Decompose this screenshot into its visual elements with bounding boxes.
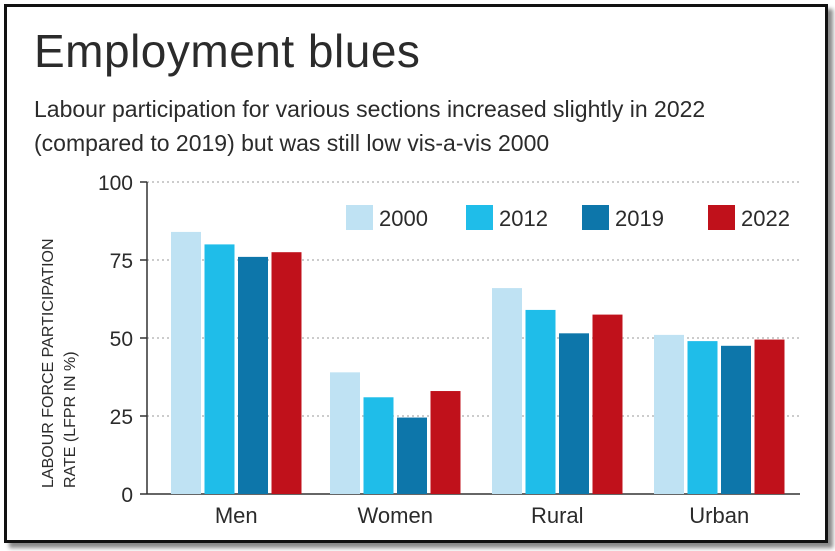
bar-urban-2000 bbox=[654, 334, 684, 494]
x-category-label: Urban bbox=[689, 503, 749, 528]
x-category-label: Women bbox=[358, 503, 433, 528]
bar-rural-2012 bbox=[525, 309, 556, 494]
legend-label-2022: 2022 bbox=[741, 206, 790, 231]
chart-subtitle: Labour participation for various section… bbox=[34, 96, 706, 156]
legend-label-2000: 2000 bbox=[379, 206, 428, 231]
y-tick-label: 0 bbox=[121, 484, 133, 507]
legend-swatch-2022 bbox=[708, 205, 735, 230]
x-category-label: Rural bbox=[531, 503, 584, 528]
bar-men-2022 bbox=[271, 252, 302, 494]
y-tick-label: 50 bbox=[110, 328, 133, 351]
bar-rural-2022 bbox=[592, 314, 623, 494]
bar-men-2019 bbox=[238, 256, 268, 494]
bar-women-2022 bbox=[430, 391, 461, 494]
x-category-label: Men bbox=[215, 503, 258, 528]
legend-swatch-2012 bbox=[466, 205, 493, 230]
chart-title: Employment blues bbox=[34, 25, 421, 77]
legend-label-2019: 2019 bbox=[615, 206, 664, 231]
bar-men-2000 bbox=[171, 231, 201, 495]
bar-rural-2019 bbox=[559, 333, 589, 494]
legend-label-2012: 2012 bbox=[499, 206, 548, 231]
bar-women-2000 bbox=[330, 372, 360, 494]
y-axis-label: LABOUR FORCE PARTICIPATION bbox=[40, 238, 57, 488]
y-tick-label: 25 bbox=[110, 406, 133, 429]
legend-swatch-2019 bbox=[582, 205, 609, 230]
bar-urban-2022 bbox=[754, 339, 785, 494]
legend-swatch-2000 bbox=[346, 205, 373, 230]
y-tick-label: 100 bbox=[98, 172, 133, 195]
bar-women-2019 bbox=[397, 417, 427, 494]
bar-men-2012 bbox=[204, 244, 235, 494]
y-tick-label: 75 bbox=[110, 250, 133, 273]
bar-urban-2012 bbox=[687, 341, 718, 494]
bar-urban-2019 bbox=[721, 345, 751, 494]
y-axis-label: RATE (LFPR IN %) bbox=[62, 351, 79, 488]
bar-rural-2000 bbox=[492, 288, 522, 494]
bar-women-2012 bbox=[363, 397, 394, 494]
